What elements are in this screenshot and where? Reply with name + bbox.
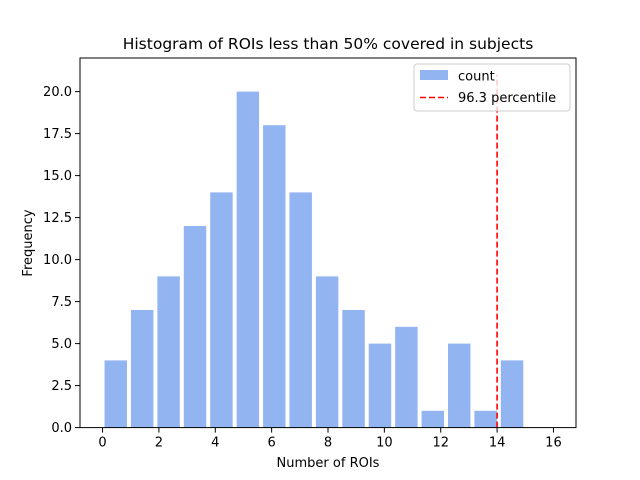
y-axis: 0.0 2.5 5.0 7.5 10.0 12.5 15.0 17.5 20.0: [43, 85, 80, 436]
legend-box: [413, 63, 571, 112]
y-axis-label: Frequency: [21, 209, 36, 276]
x-tick-label: 16: [545, 436, 562, 451]
y-tick-label: 17.5: [43, 127, 72, 142]
histogram-bar: [500, 360, 524, 428]
x-tick-label: 0: [98, 436, 106, 451]
y-tick-label: 20.0: [43, 85, 72, 100]
x-tick-label: 6: [267, 436, 275, 451]
histogram-bar: [130, 310, 154, 428]
histogram-bar: [395, 326, 418, 428]
x-tick-label: 8: [324, 436, 332, 451]
x-tick-label: 12: [432, 436, 449, 451]
bars-group: [104, 91, 524, 428]
y-tick-label: 12.5: [43, 211, 72, 226]
y-tick-label: 0.0: [51, 421, 72, 436]
y-tick-label: 7.5: [51, 295, 72, 310]
histogram-bar: [315, 276, 339, 428]
x-axis-label: Number of ROIs: [277, 456, 380, 471]
x-tick-label: 2: [155, 436, 163, 451]
legend-count-label: count: [458, 70, 495, 85]
histogram-bar: [157, 276, 180, 428]
y-tick-label: 5.0: [51, 337, 72, 352]
histogram-bar: [210, 192, 233, 428]
histogram-bar: [421, 410, 445, 428]
y-tick-label: 2.5: [51, 379, 72, 394]
histogram-bar: [474, 410, 497, 428]
y-tick-label: 15.0: [43, 169, 72, 184]
histogram-bar: [183, 226, 207, 428]
x-axis: 0 2 4 6 8 10 12 14 16: [98, 427, 562, 451]
x-tick-label: 10: [376, 436, 393, 451]
x-tick-label: 4: [211, 436, 219, 451]
legend-percentile-label: 96.3 percentile: [458, 91, 556, 106]
histogram-bar: [263, 125, 286, 428]
legend: count 96.3 percentile: [413, 63, 571, 112]
chart-title: Histogram of ROIs less than 50% covered …: [123, 35, 534, 53]
histogram-bar: [342, 310, 365, 428]
histogram-bar: [104, 360, 127, 428]
legend-count-swatch: [420, 70, 448, 80]
histogram-bar: [236, 91, 260, 428]
x-tick-label: 14: [489, 436, 506, 451]
histogram-bar: [289, 192, 312, 428]
histogram-bar: [447, 343, 471, 428]
y-tick-label: 10.0: [43, 253, 72, 268]
histogram-bar: [368, 343, 392, 428]
